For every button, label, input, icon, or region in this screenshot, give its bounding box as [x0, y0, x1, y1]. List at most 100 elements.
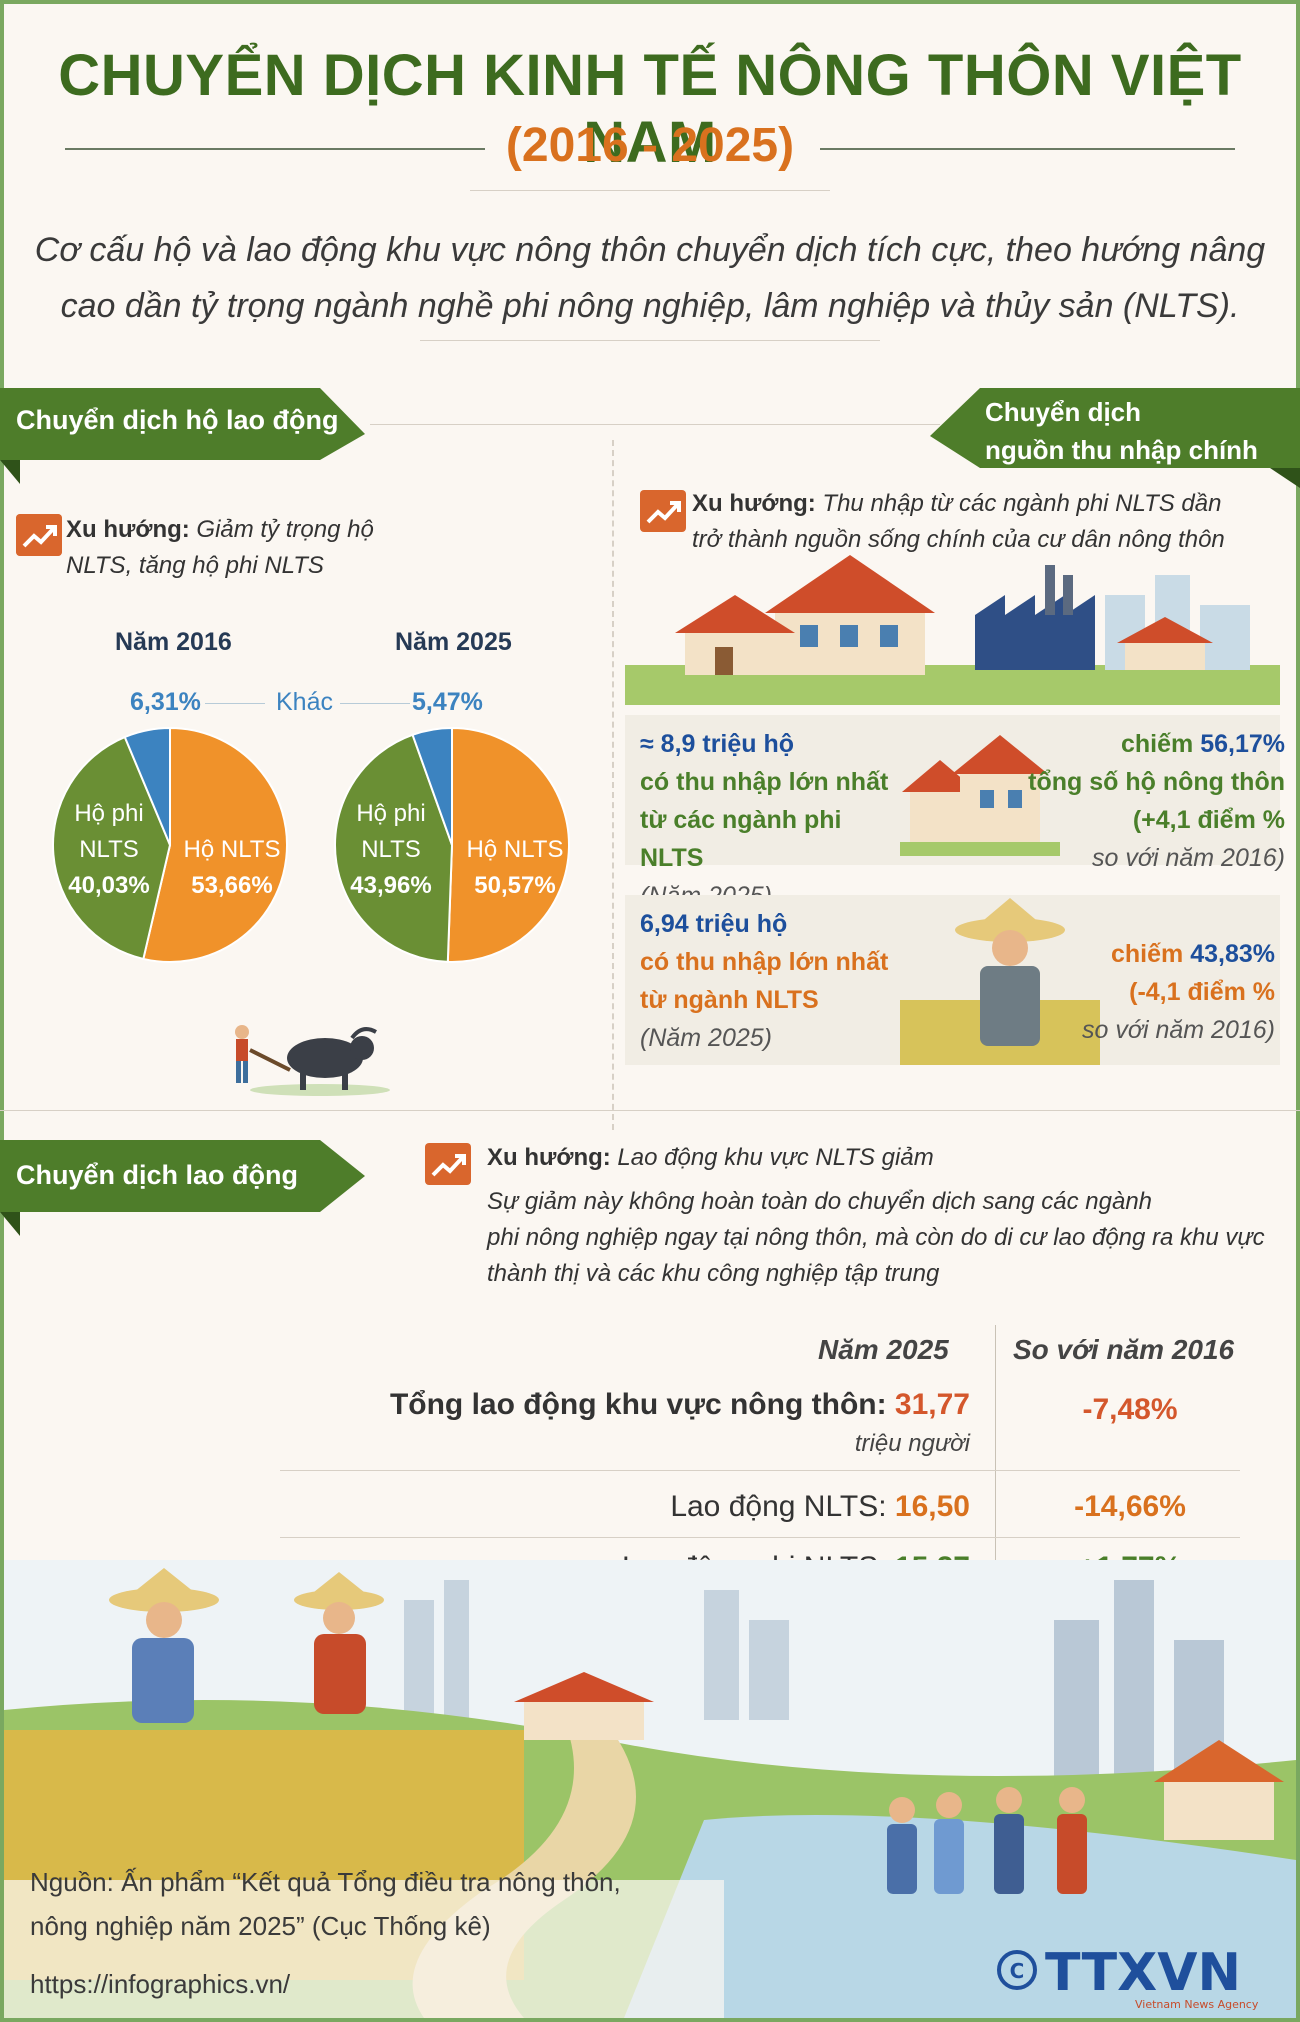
stat-prefix: chiếm: [1110, 940, 1184, 968]
slice-name: Hộ NLTS: [183, 836, 281, 863]
farmer-illustration: [900, 898, 1100, 1065]
subtitle-rule-left: [65, 148, 485, 150]
slice-name: Hộ phi: [74, 800, 144, 827]
table-change-total: -7,48%: [1082, 1393, 1178, 1426]
slice-name: Hộ phi: [356, 800, 426, 827]
row-label: Tổng lao động khu vực nông thôn:: [389, 1388, 887, 1421]
slice-name: NLTS: [79, 836, 139, 863]
stat-desc: từ các ngành phi NLTS: [640, 806, 842, 872]
other-pct-2025: 5,47%: [412, 688, 483, 716]
stat-desc: tổng số hộ nông thôn: [1028, 768, 1285, 796]
slice-value: 40,03%: [68, 872, 150, 899]
trend-households: Xu hướng: Giảm tỷ trọng hộ NLTS, tăng hộ…: [66, 512, 426, 584]
table-row-total: Tổng lao động khu vực nông thôn: 31,77: [280, 1388, 970, 1422]
stat-year: (Năm 2025): [640, 1024, 772, 1052]
source-text: Nguồn: Ấn phẩm “Kết quả Tổng điều tra nô…: [30, 1860, 730, 2006]
note-line: Sự giảm này không hoàn toàn do chuyển dị…: [487, 1188, 1153, 1215]
svg-text:C: C: [1010, 1959, 1025, 1983]
table-unit: triệu người: [854, 1430, 970, 1457]
section-title-income: Chuyển dịch nguồn thu nhập chính: [985, 393, 1258, 469]
table-header-year: Năm 2025: [818, 1334, 949, 1365]
pie-slice: [411, 726, 453, 846]
stat-prefix: chiếm: [1120, 730, 1194, 758]
rural-landscape-illustration: [4, 1560, 1296, 2018]
stat-desc: có thu nhập lớn nhất: [640, 768, 889, 796]
section-banner-income: [930, 388, 1300, 488]
trend-up-icon: [425, 1143, 471, 1185]
page-title: CHUYỂN DỊCH KINH TẾ NÔNG THÔN VIỆT NAM: [58, 43, 1242, 175]
trend-text: Giảm tỷ trọng hộ NLTS, tăng hộ phi NLTS: [66, 516, 374, 579]
stat-change: (-4,1 điểm %: [1129, 978, 1275, 1006]
pie-slice: [52, 735, 172, 961]
note-line: phi nông nghiệp ngay tại nông thôn, mà c…: [487, 1224, 1265, 1251]
note-line: thành thị và các khu công nghiệp tập tru…: [487, 1260, 940, 1287]
table-row-divider: [280, 1537, 1240, 1538]
connector-line: [340, 703, 410, 704]
stat-nonag-households: ≈ 8,9 triệu hộ có thu nhập lớn nhất từ c…: [640, 725, 910, 915]
divider: [420, 340, 880, 341]
row-value: 16,50: [894, 1490, 970, 1523]
connector-line: [205, 703, 265, 704]
slice-value: 50,57%: [474, 872, 556, 899]
trend-up-icon: [16, 514, 62, 556]
pie-slice: [123, 726, 171, 846]
section-title-households: Chuyển dịch hộ lao động: [16, 405, 339, 435]
column-divider: [612, 440, 614, 1130]
stat-desc: từ ngành NLTS: [640, 986, 819, 1014]
stat-compare: so với năm 2016): [1092, 844, 1285, 872]
source-line: Nguồn: Ấn phẩm “Kết quả Tổng điều tra nô…: [30, 1867, 621, 1897]
section-banner-labor: [0, 1140, 365, 1236]
row-value: 31,77: [894, 1388, 970, 1421]
ttxvn-logo: C TTXVN Vietnam News Agency: [997, 1943, 1259, 2011]
pie-label-nonag-2016: Hộ phi NLTS 40,03%: [64, 796, 154, 904]
source-url[interactable]: https://infographics.vn/: [30, 1969, 291, 1999]
trend-text: Lao động khu vực NLTS giảm: [617, 1144, 934, 1171]
divider: [370, 424, 940, 425]
slice-value: 53,66%: [191, 872, 273, 899]
pie-label-ag-2025: Hộ NLTS 50,57%: [455, 832, 575, 904]
table-header-compare: So với năm 2016: [1013, 1334, 1235, 1365]
pie-slice: [446, 726, 570, 963]
svg-text:Vietnam News Agency: Vietnam News Agency: [1135, 1998, 1259, 2011]
farmer-buffalo-illustration: [235, 1025, 390, 1096]
section-title-labor: Chuyển dịch lao động: [16, 1160, 298, 1190]
stat-change: (+4,1 điểm %: [1132, 806, 1285, 834]
subtitle-rule-right: [820, 148, 1235, 150]
stat-desc: có thu nhập lớn nhất: [640, 948, 889, 976]
trend-text: Thu nhập từ các ngành phi NLTS dần trở t…: [692, 490, 1225, 553]
stat-value: 6,94 triệu hộ: [640, 910, 788, 938]
banner-line-1: Chuyển dịch: [985, 397, 1142, 427]
table-divider: [995, 1325, 996, 1585]
stat-share: 43,83%: [1190, 940, 1275, 968]
stat-share: 56,17%: [1200, 730, 1285, 758]
logo-wordmark: TTXVN: [1045, 1943, 1241, 2003]
row-label: Lao động NLTS:: [670, 1490, 887, 1523]
table-row-ag: Lao động NLTS: 16,50: [280, 1490, 970, 1524]
pie-chart-2025: [334, 726, 570, 963]
table-change-ag: -14,66%: [1074, 1490, 1186, 1523]
divider: [470, 190, 830, 191]
year-label-2025: Năm 2025: [395, 628, 512, 656]
other-label: Khác: [276, 688, 333, 716]
trend-label: Xu hướng:: [692, 490, 823, 517]
year-label-2016: Năm 2016: [115, 628, 232, 656]
banner-line-2: nguồn thu nhập chính: [985, 435, 1258, 465]
pie-chart-2016: [52, 726, 288, 963]
source-line: nông nghiệp năm 2025” (Cục Thống kê): [30, 1911, 491, 1941]
divider: [0, 1110, 1300, 1111]
slice-name: Hộ NLTS: [466, 836, 564, 863]
pie-slice: [334, 733, 454, 963]
house-illustration: [900, 735, 1060, 856]
trend-up-icon: [640, 490, 686, 532]
pie-label-nonag-2025: Hộ phi NLTS 43,96%: [346, 796, 436, 904]
pie-label-ag-2016: Hộ NLTS 53,66%: [172, 832, 292, 904]
stat-ag-households: 6,94 triệu hộ có thu nhập lớn nhất từ ng…: [640, 905, 910, 1057]
stat-ag-share: chiếm 43,83% (-4,1 điểm % so với năm 201…: [1015, 935, 1275, 1049]
section-banner-households: [0, 388, 365, 484]
slice-name: NLTS: [361, 836, 421, 863]
page-subtitle: (2016 - 2025): [505, 119, 795, 172]
trend-label: Xu hướng:: [487, 1144, 618, 1171]
stat-nonag-share: chiếm 56,17% tổng số hộ nông thôn (+4,1 …: [1015, 725, 1285, 877]
trend-label: Xu hướng:: [66, 516, 197, 543]
